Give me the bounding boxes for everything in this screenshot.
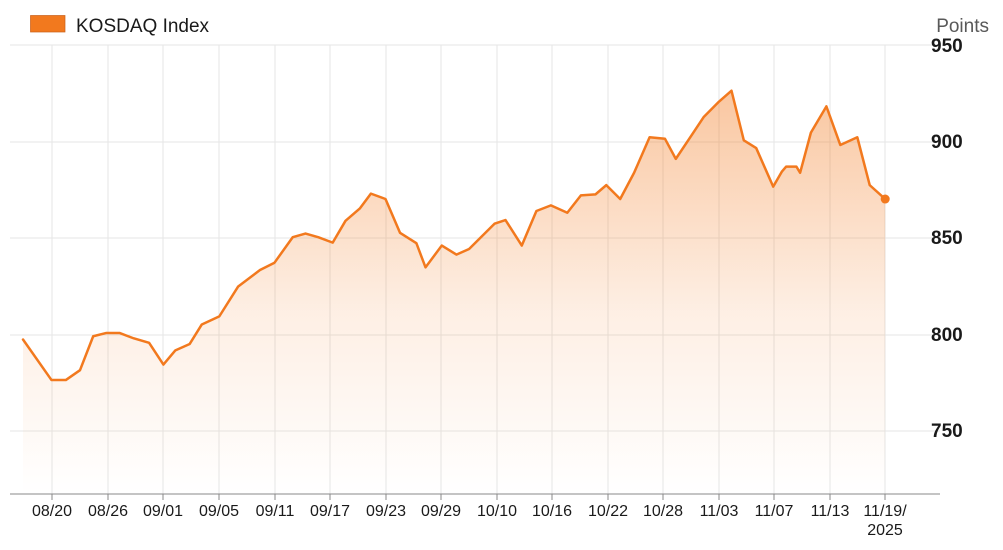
svg-text:11/13: 11/13 xyxy=(811,503,850,520)
svg-text:11/03: 11/03 xyxy=(700,503,739,520)
svg-text:09/01: 09/01 xyxy=(143,503,183,520)
svg-text:KOSDAQ Index: KOSDAQ Index xyxy=(76,16,210,37)
svg-text:09/05: 09/05 xyxy=(199,503,239,520)
svg-text:10/10: 10/10 xyxy=(477,503,517,520)
svg-text:09/23: 09/23 xyxy=(366,503,406,520)
svg-text:750: 750 xyxy=(931,421,963,442)
svg-text:950: 950 xyxy=(931,36,963,57)
svg-text:09/11: 09/11 xyxy=(256,503,295,520)
svg-text:10/28: 10/28 xyxy=(643,503,683,520)
svg-text:10/16: 10/16 xyxy=(532,503,572,520)
svg-text:11/07: 11/07 xyxy=(755,503,794,520)
svg-text:09/17: 09/17 xyxy=(310,503,350,520)
svg-text:900: 900 xyxy=(931,132,963,153)
svg-text:800: 800 xyxy=(931,325,963,346)
svg-text:08/20: 08/20 xyxy=(32,503,72,520)
svg-text:2025: 2025 xyxy=(867,522,903,539)
svg-text:09/29: 09/29 xyxy=(421,503,461,520)
svg-text:Points: Points xyxy=(936,16,989,37)
svg-text:11/19/: 11/19/ xyxy=(863,503,907,520)
svg-text:10/22: 10/22 xyxy=(588,503,628,520)
svg-text:08/26: 08/26 xyxy=(88,503,128,520)
svg-text:850: 850 xyxy=(931,228,963,249)
